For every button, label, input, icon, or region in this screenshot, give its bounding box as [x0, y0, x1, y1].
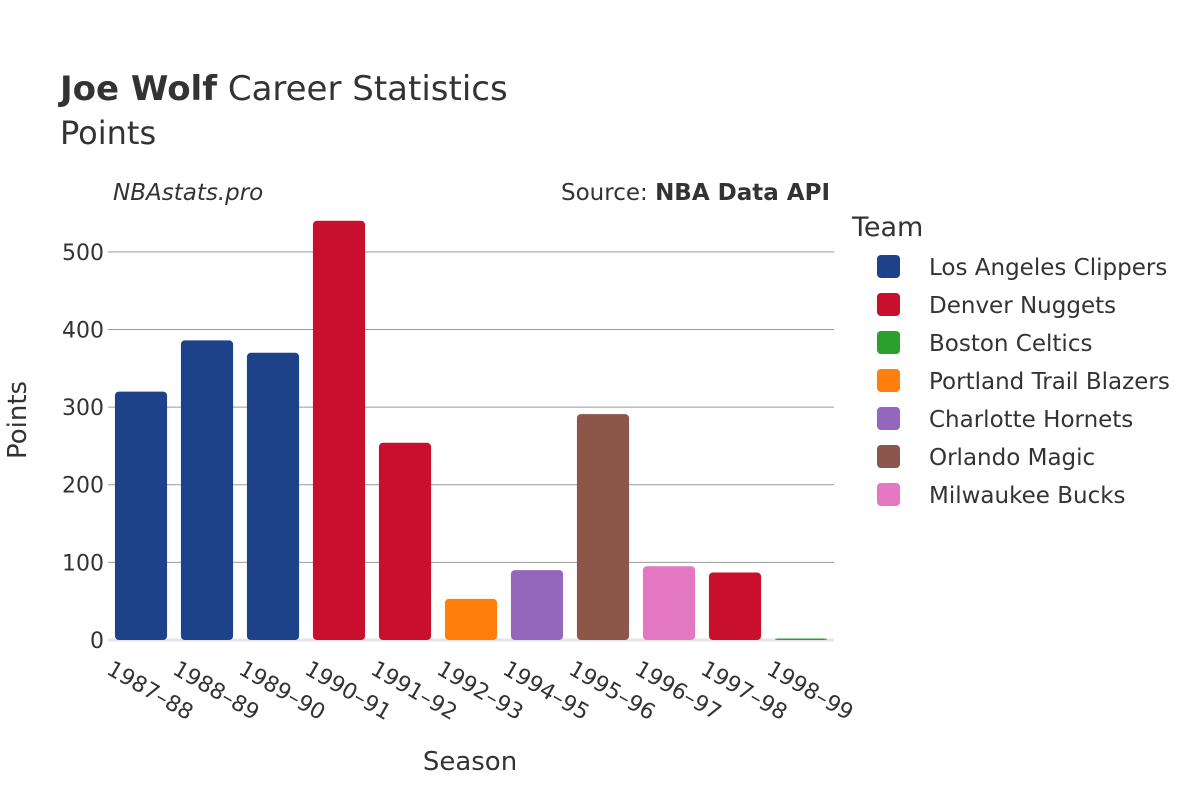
watermark: NBAstats.pro — [113, 180, 263, 206]
bar — [180, 340, 234, 640]
legend-label: Boston Celtics — [929, 331, 1092, 357]
bar — [642, 566, 696, 640]
legend-swatch — [877, 407, 900, 430]
y-tick-label: 400 — [62, 318, 104, 343]
legend-label: Denver Nuggets — [929, 293, 1116, 319]
legend-item: Boston Celtics — [877, 331, 1092, 357]
chart-title: Joe Wolf Career Statistics — [58, 69, 508, 109]
y-tick-label: 500 — [62, 241, 104, 266]
bar — [378, 442, 432, 640]
legend-item: Los Angeles Clippers — [877, 255, 1167, 281]
legend-label: Orlando Magic — [929, 445, 1095, 471]
source-label: Source: — [561, 180, 655, 206]
bar — [510, 570, 564, 640]
legend-swatch — [877, 483, 900, 506]
y-tick-label: 100 — [62, 551, 104, 576]
legend-item: Portland Trail Blazers — [877, 369, 1170, 395]
legend-label: Los Angeles Clippers — [929, 255, 1167, 281]
chart-title-rest: Career Statistics — [217, 69, 508, 109]
legend-swatch — [877, 369, 900, 392]
chart-subtitle: Points — [60, 114, 156, 152]
legend-item: Charlotte Hornets — [877, 407, 1133, 433]
y-tick-label: 0 — [90, 629, 104, 654]
bar — [708, 572, 762, 640]
bar — [246, 352, 300, 640]
y-tick-label: 200 — [62, 474, 104, 499]
legend: Los Angeles Clippers Denver Nuggets Boston… — [877, 255, 1170, 509]
y-tick-labels: 0 100 200 300 400 500 — [62, 241, 104, 654]
legend-label: Portland Trail Blazers — [929, 369, 1170, 395]
bar — [774, 638, 828, 640]
legend-swatch — [877, 445, 900, 468]
chart-title-player: Joe Wolf — [58, 69, 218, 109]
x-tick-labels: 1987–881988–891989–901990–911991–921992–… — [102, 657, 857, 726]
legend-label: Charlotte Hornets — [929, 407, 1133, 433]
legend-swatch — [877, 255, 900, 278]
source-credit: Source: NBA Data API — [561, 180, 830, 206]
legend-label: Milwaukee Bucks — [929, 483, 1126, 509]
source-name: NBA Data API — [655, 180, 830, 206]
bar — [444, 598, 498, 640]
legend-title: Team — [851, 212, 923, 243]
x-axis-title: Season — [423, 747, 517, 777]
legend-item: Milwaukee Bucks — [877, 483, 1126, 509]
legend-item: Orlando Magic — [877, 445, 1095, 471]
y-axis-title: Points — [3, 381, 33, 459]
bars — [114, 220, 828, 640]
bar — [312, 220, 366, 640]
bar — [576, 414, 630, 640]
legend-swatch — [877, 331, 900, 354]
legend-item: Denver Nuggets — [877, 293, 1116, 319]
legend-swatch — [877, 293, 900, 316]
bar — [114, 391, 168, 640]
y-tick-label: 300 — [62, 396, 104, 421]
